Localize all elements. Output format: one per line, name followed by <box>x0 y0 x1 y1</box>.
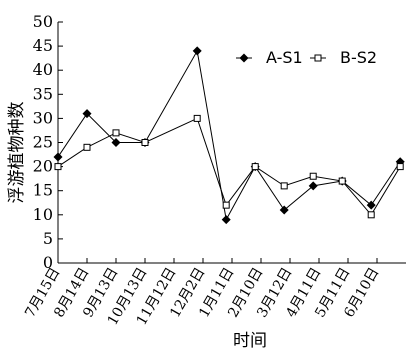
y-axis-title: 浮游植物种数 <box>7 102 27 204</box>
data-point-a-s1 <box>308 181 318 191</box>
legend-label-b-s2: B-S2 <box>340 48 377 67</box>
data-point-a-s1 <box>53 152 63 162</box>
data-point-a-s1 <box>82 109 92 119</box>
y-tick-label: 15 <box>33 181 53 200</box>
data-point-a-s1 <box>279 205 289 215</box>
data-point-b-s2 <box>112 129 120 137</box>
data-point-b-s2 <box>338 177 346 185</box>
legend-marker-b-s2 <box>314 54 322 62</box>
legend-label-a-s1: A-S1 <box>266 48 303 67</box>
y-tick-label: 10 <box>33 205 53 224</box>
data-point-b-s2 <box>367 211 375 219</box>
data-point-b-s2 <box>396 163 404 171</box>
data-point-b-s2 <box>193 114 201 122</box>
data-point-b-s2 <box>251 163 259 171</box>
data-point-b-s2 <box>280 182 288 190</box>
y-tick-label: 45 <box>33 36 53 55</box>
series-line-a-s1 <box>57 49 401 222</box>
data-point-b-s2 <box>141 139 149 146</box>
data-point-a-s1 <box>111 137 121 148</box>
data-point-a-s1 <box>192 46 202 56</box>
data-point-b-s2 <box>222 201 230 209</box>
y-tick-label: 30 <box>33 108 53 127</box>
y-tick-label: 50 <box>33 12 53 31</box>
data-point-b-s2 <box>54 163 62 171</box>
x-axis-title: 时间 <box>233 331 267 351</box>
y-tick-label: 20 <box>33 157 53 176</box>
y-tick-label: 0 <box>43 253 53 272</box>
data-point-a-s1 <box>366 200 376 210</box>
y-tick-label: 5 <box>43 229 53 248</box>
y-tick-label: 25 <box>33 133 53 152</box>
y-tick-label: 40 <box>33 60 53 79</box>
data-point-b-s2 <box>309 172 317 180</box>
y-tick-label: 35 <box>33 84 53 103</box>
series-line-b-s2 <box>57 117 401 216</box>
legend-marker-a-s1 <box>239 53 249 63</box>
data-point-a-s1 <box>221 215 231 225</box>
data-point-b-s2 <box>83 143 91 151</box>
